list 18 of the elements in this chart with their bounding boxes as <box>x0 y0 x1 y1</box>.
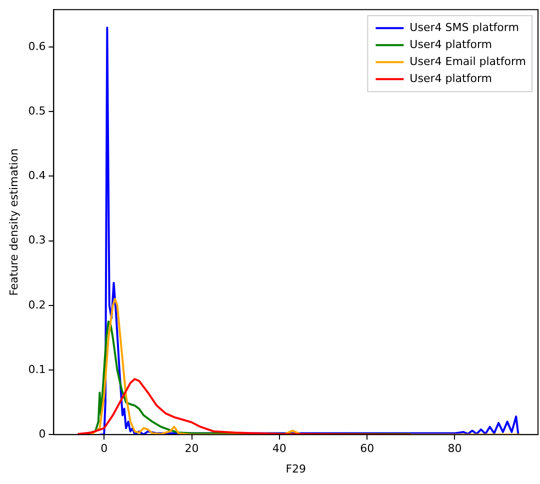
legend-label: User4 platform <box>410 72 492 85</box>
x-tick-label: 80 <box>448 442 462 456</box>
x-axis-title: F29 <box>286 462 306 476</box>
y-tick-label: 0.5 <box>28 104 46 118</box>
legend-label: User4 Email platform <box>410 54 526 68</box>
y-tick-label: 0.2 <box>28 298 46 312</box>
legend-label: User4 SMS platform <box>410 20 519 34</box>
y-tick-label: 0.3 <box>28 234 46 247</box>
x-tick-label: 60 <box>360 442 374 456</box>
y-tick-label: 0 <box>38 427 46 440</box>
x-tick-label: 20 <box>184 442 199 456</box>
y-tick-label: 0.1 <box>28 362 46 376</box>
y-tick-label: 0.4 <box>28 169 46 182</box>
y-tick-label: 0.6 <box>28 40 46 53</box>
x-tick-label: 0 <box>100 442 108 456</box>
legend-label: User4 platform <box>410 38 492 51</box>
x-tick-label: 40 <box>272 442 286 456</box>
y-axis-title: Feature density estimation <box>7 148 20 296</box>
